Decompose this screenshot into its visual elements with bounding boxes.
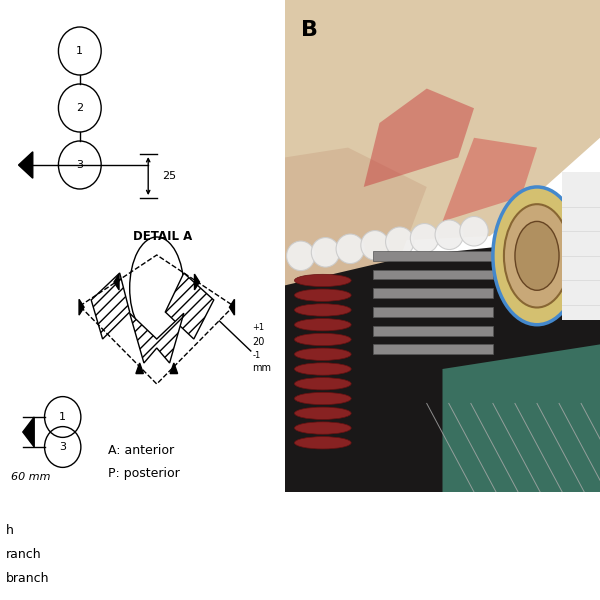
- Ellipse shape: [287, 241, 315, 271]
- Text: A: anterior: A: anterior: [108, 443, 175, 457]
- Ellipse shape: [295, 334, 351, 346]
- Text: 3: 3: [59, 442, 66, 452]
- Circle shape: [515, 221, 559, 290]
- Polygon shape: [443, 138, 537, 221]
- Ellipse shape: [295, 274, 351, 287]
- Ellipse shape: [295, 407, 351, 419]
- Text: 25: 25: [163, 171, 176, 181]
- Text: 2: 2: [76, 103, 83, 113]
- Circle shape: [504, 204, 570, 307]
- Ellipse shape: [295, 437, 351, 449]
- Polygon shape: [229, 299, 235, 315]
- Ellipse shape: [311, 238, 340, 267]
- FancyBboxPatch shape: [373, 344, 493, 354]
- Polygon shape: [285, 148, 427, 295]
- Text: branch: branch: [6, 572, 49, 586]
- Polygon shape: [194, 274, 199, 290]
- Polygon shape: [165, 273, 214, 339]
- Text: 20: 20: [252, 337, 265, 347]
- Text: 1: 1: [76, 46, 83, 56]
- Text: h: h: [6, 524, 14, 538]
- Circle shape: [493, 187, 581, 325]
- FancyBboxPatch shape: [373, 251, 493, 261]
- Polygon shape: [91, 273, 130, 339]
- Polygon shape: [285, 236, 600, 492]
- Polygon shape: [170, 363, 178, 374]
- Text: 1: 1: [59, 412, 66, 422]
- Ellipse shape: [295, 289, 351, 301]
- FancyBboxPatch shape: [373, 326, 493, 335]
- Text: B: B: [301, 20, 318, 40]
- Text: +1: +1: [252, 323, 265, 331]
- Polygon shape: [443, 344, 600, 492]
- Polygon shape: [130, 313, 184, 363]
- Ellipse shape: [460, 217, 488, 246]
- Text: P: posterior: P: posterior: [108, 467, 180, 481]
- Polygon shape: [19, 152, 33, 178]
- Ellipse shape: [295, 377, 351, 390]
- Text: mm: mm: [252, 363, 271, 373]
- Polygon shape: [114, 274, 119, 290]
- Polygon shape: [285, 0, 600, 246]
- Text: ranch: ranch: [6, 548, 41, 562]
- Ellipse shape: [361, 230, 389, 260]
- Ellipse shape: [295, 363, 351, 375]
- Ellipse shape: [295, 319, 351, 331]
- Polygon shape: [23, 417, 34, 447]
- FancyBboxPatch shape: [373, 289, 493, 298]
- Polygon shape: [562, 172, 600, 320]
- Ellipse shape: [295, 304, 351, 316]
- Ellipse shape: [295, 348, 351, 361]
- Ellipse shape: [336, 234, 364, 263]
- Text: -1: -1: [252, 350, 260, 359]
- FancyBboxPatch shape: [373, 269, 493, 280]
- Ellipse shape: [295, 392, 351, 404]
- Ellipse shape: [295, 422, 351, 434]
- Ellipse shape: [410, 224, 439, 253]
- Ellipse shape: [435, 220, 463, 250]
- Text: 3: 3: [76, 160, 83, 170]
- Ellipse shape: [386, 227, 414, 257]
- Text: DETAIL A: DETAIL A: [133, 230, 192, 244]
- Polygon shape: [136, 363, 143, 374]
- Polygon shape: [79, 299, 84, 315]
- Polygon shape: [364, 89, 474, 187]
- FancyBboxPatch shape: [373, 307, 493, 317]
- Text: 60 mm: 60 mm: [11, 472, 51, 482]
- Polygon shape: [505, 0, 600, 74]
